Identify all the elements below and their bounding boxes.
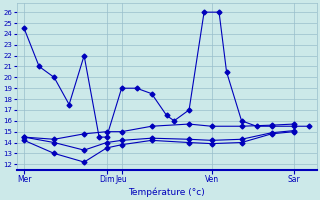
X-axis label: Température (°c): Température (°c) — [128, 187, 205, 197]
